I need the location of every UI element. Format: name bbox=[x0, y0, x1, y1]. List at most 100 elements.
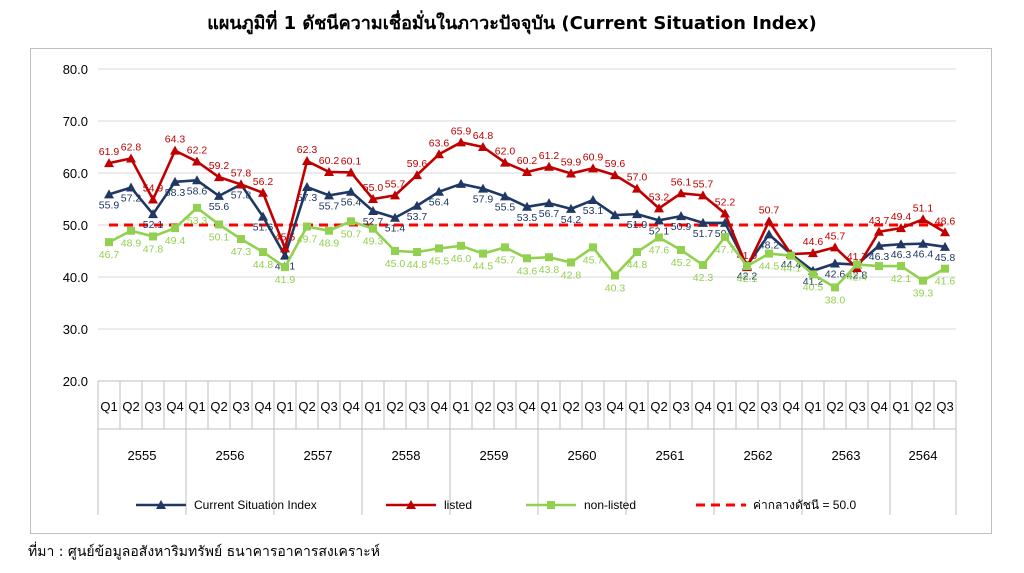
x-tick-quarter: Q3 bbox=[848, 399, 865, 414]
data-label-nonlisted: 45.7 bbox=[583, 254, 604, 266]
point-nonlisted bbox=[677, 245, 685, 254]
point-nonlisted bbox=[743, 262, 751, 271]
data-label-listed: 62.8 bbox=[121, 141, 142, 153]
x-tick-quarter: Q3 bbox=[232, 399, 249, 414]
x-tick-quarter: Q1 bbox=[540, 399, 557, 414]
point-csi bbox=[918, 238, 928, 248]
data-label-listed: 62.0 bbox=[495, 146, 516, 158]
data-label-nonlisted: 43.8 bbox=[539, 264, 560, 276]
data-label-csi: 53.5 bbox=[517, 212, 538, 224]
point-nonlisted bbox=[193, 203, 201, 212]
point-csi bbox=[544, 198, 554, 208]
data-label-listed: 63.6 bbox=[429, 137, 450, 149]
point-csi bbox=[280, 250, 290, 260]
point-nonlisted bbox=[215, 220, 223, 229]
x-tick-quarter: Q3 bbox=[144, 399, 161, 414]
point-nonlisted bbox=[853, 260, 861, 269]
data-label-nonlisted: 41.6 bbox=[935, 276, 956, 288]
source-note: ที่มา : ศูนย์ข้อมูลอสังหาริมทรัพย์ ธนาคา… bbox=[28, 544, 381, 560]
data-label-nonlisted: 47.3 bbox=[231, 246, 252, 258]
data-label-nonlisted: 45.7 bbox=[495, 254, 516, 266]
point-nonlisted bbox=[105, 238, 113, 247]
point-csi bbox=[632, 209, 642, 219]
data-label-listed: 56.2 bbox=[253, 176, 274, 188]
data-label-csi: 44.4 bbox=[781, 259, 802, 271]
point-nonlisted bbox=[281, 263, 289, 272]
x-tick-quarter: Q2 bbox=[562, 399, 579, 414]
x-tick-quarter: Q3 bbox=[760, 399, 777, 414]
data-label-csi: 52.1 bbox=[649, 225, 670, 237]
point-nonlisted bbox=[149, 232, 157, 241]
point-listed bbox=[720, 208, 730, 218]
point-nonlisted bbox=[325, 226, 333, 235]
data-label-nonlisted: 44.8 bbox=[253, 259, 274, 271]
point-listed bbox=[896, 223, 906, 233]
point-nonlisted bbox=[545, 253, 553, 262]
x-tick-quarter: Q3 bbox=[408, 399, 425, 414]
x-tick-quarter: Q1 bbox=[452, 399, 469, 414]
point-csi bbox=[698, 217, 708, 227]
data-label-nonlisted: 47.8 bbox=[143, 243, 164, 255]
point-listed bbox=[566, 168, 576, 178]
data-label-listed: 51.1 bbox=[913, 202, 934, 214]
point-csi bbox=[456, 178, 466, 188]
x-tick-quarter: Q4 bbox=[870, 399, 887, 414]
point-csi bbox=[368, 205, 378, 215]
data-label-nonlisted: 45.5 bbox=[429, 255, 450, 267]
data-label-nonlisted: 49.4 bbox=[165, 235, 186, 247]
data-label-listed: 57.8 bbox=[231, 167, 252, 179]
point-nonlisted bbox=[391, 247, 399, 255]
data-label-listed: 61.2 bbox=[539, 150, 560, 162]
point-nonlisted bbox=[479, 249, 487, 258]
point-csi bbox=[148, 209, 158, 219]
x-tick-quarter: Q3 bbox=[936, 399, 953, 414]
data-label-csi: 52.1 bbox=[143, 219, 164, 231]
data-label-listed: 55.0 bbox=[363, 182, 384, 194]
data-label-csi: 58.6 bbox=[187, 185, 208, 197]
x-tick-year: 2563 bbox=[832, 448, 861, 463]
point-listed bbox=[368, 194, 378, 203]
legend-marker-csi bbox=[156, 500, 166, 509]
point-listed bbox=[390, 190, 400, 200]
chart-frame: 20.0 30.0 40.0 50.0 60.0 70.0 80.0 Q1 Q2 Q3 Q4 Q1 Q2… bbox=[30, 48, 992, 534]
x-tick-quarter: Q4 bbox=[166, 399, 183, 414]
legend-label-threshold: ค่ากลางดัชนี = 50.0 bbox=[753, 498, 856, 512]
point-nonlisted bbox=[501, 243, 509, 252]
point-csi bbox=[434, 186, 444, 196]
data-label-listed: 45.7 bbox=[825, 230, 846, 242]
point-listed bbox=[588, 163, 598, 173]
data-label-nonlisted: 42.1 bbox=[737, 273, 758, 285]
y-tick-label: 50.0 bbox=[63, 218, 88, 233]
data-label-csi: 42.6 bbox=[825, 268, 846, 280]
point-nonlisted bbox=[919, 276, 927, 285]
data-label-listed: 60.2 bbox=[319, 155, 340, 167]
point-listed bbox=[412, 170, 422, 180]
data-label-listed: 52.2 bbox=[715, 197, 736, 209]
x-tick-quarter: Q3 bbox=[320, 399, 337, 414]
data-label-listed: 60.2 bbox=[517, 155, 538, 167]
point-nonlisted bbox=[655, 233, 663, 242]
data-label-nonlisted: 48.9 bbox=[121, 238, 142, 250]
point-nonlisted bbox=[699, 261, 707, 270]
x-tick-year: 2556 bbox=[216, 448, 245, 463]
point-listed bbox=[940, 227, 950, 237]
data-label-listed: 59.6 bbox=[605, 158, 626, 170]
data-label-nonlisted: 50.7 bbox=[341, 228, 362, 240]
x-tick-year: 2557 bbox=[304, 448, 333, 463]
data-label-nonlisted: 41.9 bbox=[275, 274, 296, 286]
data-label-listed: 55.7 bbox=[693, 178, 714, 190]
data-label-csi: 51.7 bbox=[693, 228, 714, 240]
point-listed bbox=[522, 166, 532, 176]
point-listed bbox=[544, 161, 554, 171]
point-csi bbox=[126, 182, 136, 192]
data-label-listed: 49.4 bbox=[891, 211, 912, 223]
chart-plot: 20.0 30.0 40.0 50.0 60.0 70.0 80.0 Q1 Q2 Q3 Q4 Q1 Q2… bbox=[63, 62, 957, 515]
data-label-listed: 60.1 bbox=[341, 155, 362, 167]
point-listed bbox=[610, 170, 620, 180]
data-label-nonlisted: 40.3 bbox=[605, 282, 626, 294]
data-label-nonlisted: 53.3 bbox=[187, 215, 208, 227]
x-tick-year: 2559 bbox=[480, 448, 509, 463]
x-tick-quarter: Q4 bbox=[430, 399, 447, 414]
point-nonlisted bbox=[787, 251, 795, 260]
data-label-nonlisted: 44.5 bbox=[759, 261, 780, 273]
